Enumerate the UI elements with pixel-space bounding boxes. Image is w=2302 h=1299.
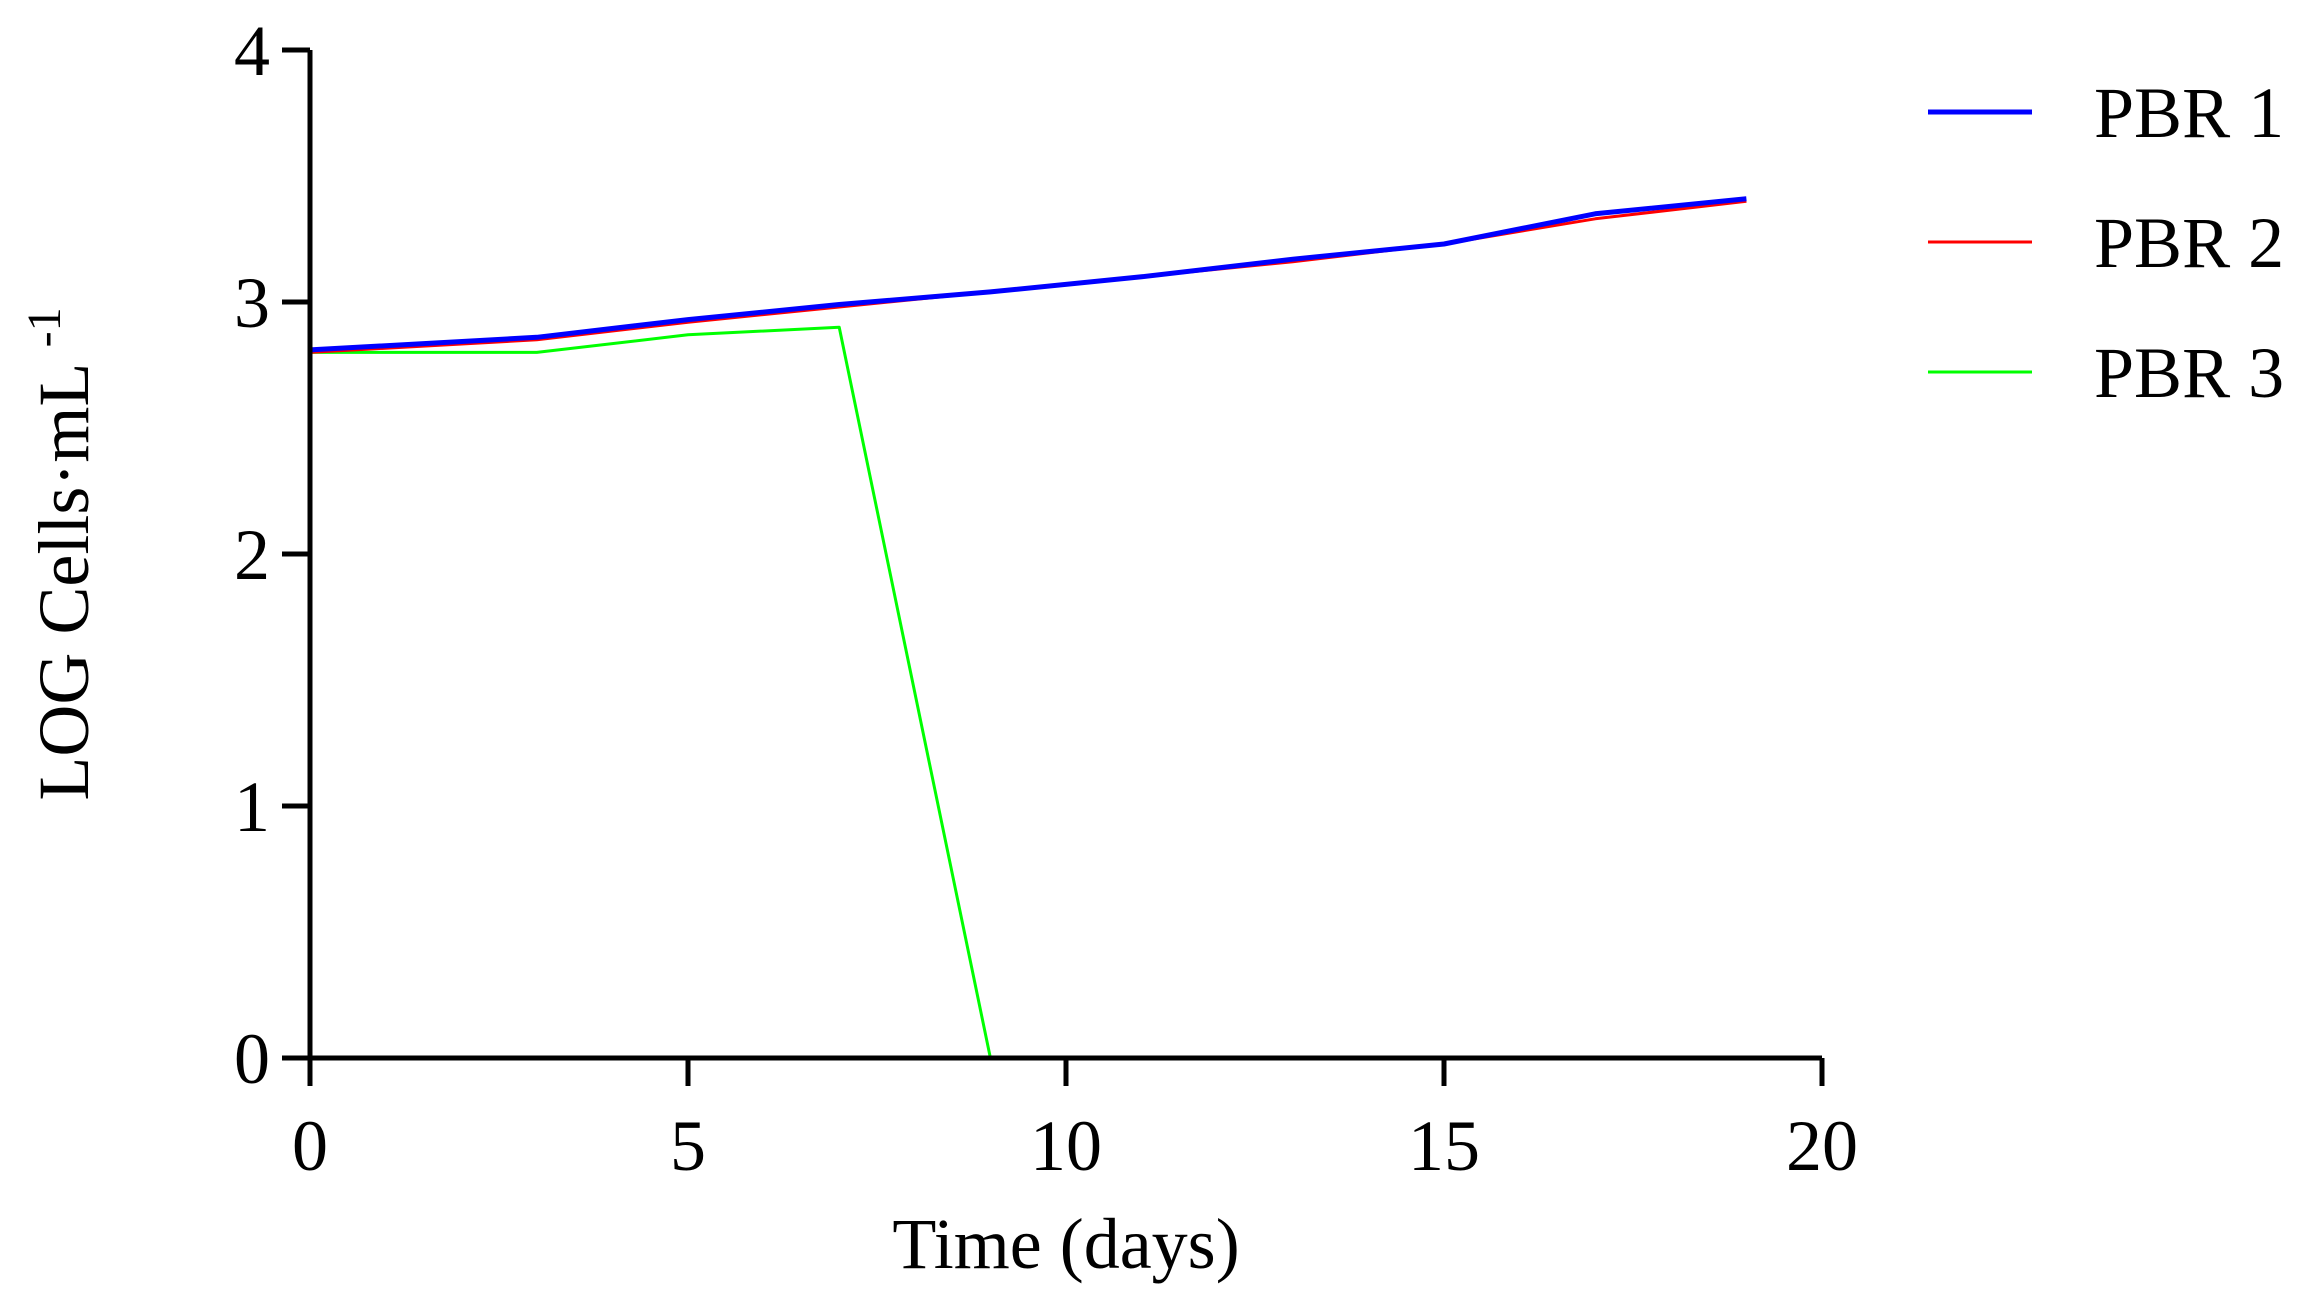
y-tick-label: 4	[234, 11, 270, 91]
x-tick-label: 0	[292, 1106, 328, 1186]
x-axis-ticks: 0 5 10 15 20	[292, 1058, 1858, 1186]
y-tick-label: 2	[234, 515, 270, 595]
series-line-pbr-2	[309, 199, 1747, 354]
y-tick-label: 3	[234, 263, 270, 343]
series-layer	[309, 196, 1747, 1060]
legend-label: PBR 1	[2094, 73, 2284, 153]
y-axis-ticks: 0 1 2 3 4	[234, 11, 310, 1099]
x-tick-label: 10	[1030, 1106, 1102, 1186]
legend: PBR 1 PBR 2 PBR 3	[1928, 73, 2284, 413]
legend-label: PBR 2	[2094, 203, 2284, 283]
series-line-pbr-3	[310, 325, 1747, 1060]
x-tick-label: 5	[670, 1106, 706, 1186]
x-axis-title: Time (days)	[892, 1204, 1239, 1284]
x-tick-label: 20	[1786, 1106, 1858, 1186]
y-axis-title-text: LOG Cells·mL	[24, 365, 104, 800]
y-axis-title-superscript: -1	[18, 307, 71, 347]
y-tick-label: 1	[234, 767, 270, 847]
x-tick-label: 15	[1408, 1106, 1480, 1186]
axes: 0 5 10 15 20 0 1 2 3 4	[234, 11, 1858, 1186]
y-tick-label: 0	[234, 1019, 270, 1099]
y-axis-title: LOG Cells·mL -1	[18, 307, 104, 800]
series-line-pbr-1	[309, 196, 1747, 353]
legend-label: PBR 3	[2094, 333, 2284, 413]
